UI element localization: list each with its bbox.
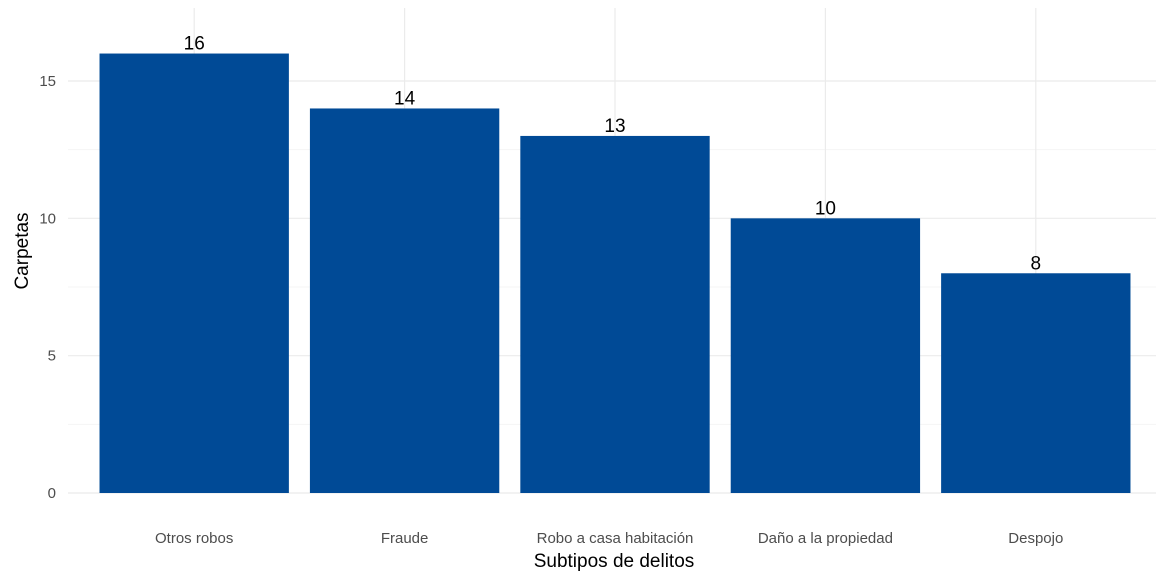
y-tick-label: 0 (48, 485, 56, 502)
y-tick-label: 5 (48, 348, 56, 365)
data-labels: 16 14 13 10 8 (184, 34, 1041, 275)
y-tick-label: 10 (39, 210, 56, 227)
bar-value-label: 16 (184, 34, 205, 55)
y-axis-title: Carpetas (12, 212, 33, 289)
bar (309, 108, 500, 493)
bar-value-label: 14 (394, 88, 416, 109)
x-tick-label: Fraude (381, 530, 429, 547)
bars (99, 53, 1131, 494)
x-tick-label: Robo a casa habitación (537, 530, 694, 547)
y-axis-ticks: 0 5 10 15 (39, 73, 56, 502)
bar (730, 218, 921, 494)
x-axis-title: Subtipos de delitos (534, 551, 695, 572)
bar-value-label: 8 (1031, 253, 1042, 274)
bar (99, 53, 289, 494)
y-tick-label: 15 (39, 73, 56, 90)
bar-value-label: 10 (815, 198, 836, 219)
x-tick-label: Daño a la propiedad (758, 530, 893, 547)
bar (941, 273, 1131, 493)
x-tick-label: Otros robos (155, 530, 233, 547)
x-tick-label: Despojo (1008, 530, 1063, 547)
bar-value-label: 13 (604, 116, 625, 137)
bar (520, 135, 710, 493)
x-axis-ticks: Otros robos Fraude Robo a casa habitación D… (155, 530, 1063, 547)
